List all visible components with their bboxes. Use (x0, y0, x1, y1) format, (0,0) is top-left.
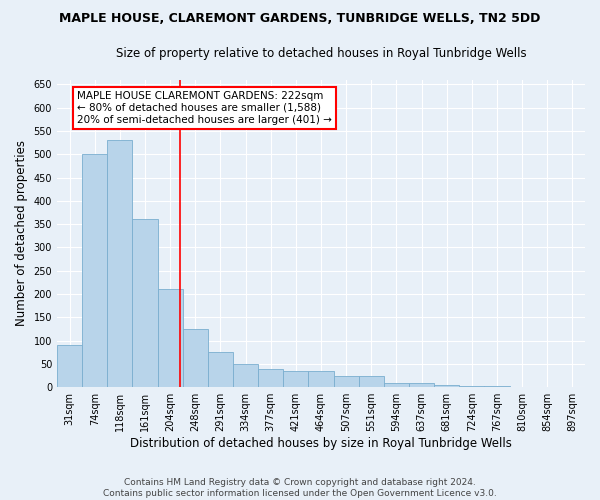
Bar (434, 385, 459, 387)
Bar (208, 352, 233, 387)
Bar (308, 371, 334, 387)
Bar (283, 371, 308, 387)
Bar (258, 368, 283, 387)
Bar (359, 376, 384, 387)
Y-axis label: Number of detached properties: Number of detached properties (15, 140, 28, 326)
Text: Contains HM Land Registry data © Crown copyright and database right 2024.
Contai: Contains HM Land Registry data © Crown c… (103, 478, 497, 498)
Bar (107, 140, 133, 387)
Bar (183, 329, 208, 387)
Bar (459, 386, 484, 387)
Bar (409, 382, 434, 387)
Bar (233, 364, 258, 387)
Bar (384, 382, 409, 387)
Bar (133, 220, 158, 387)
Bar (334, 376, 359, 387)
Bar (158, 290, 183, 387)
Text: MAPLE HOUSE CLAREMONT GARDENS: 222sqm
← 80% of detached houses are smaller (1,58: MAPLE HOUSE CLAREMONT GARDENS: 222sqm ← … (77, 92, 332, 124)
X-axis label: Distribution of detached houses by size in Royal Tunbridge Wells: Distribution of detached houses by size … (130, 437, 512, 450)
Text: MAPLE HOUSE, CLAREMONT GARDENS, TUNBRIDGE WELLS, TN2 5DD: MAPLE HOUSE, CLAREMONT GARDENS, TUNBRIDG… (59, 12, 541, 26)
Title: Size of property relative to detached houses in Royal Tunbridge Wells: Size of property relative to detached ho… (116, 48, 526, 60)
Bar (82, 154, 107, 387)
Bar (57, 346, 82, 387)
Bar (484, 386, 509, 387)
